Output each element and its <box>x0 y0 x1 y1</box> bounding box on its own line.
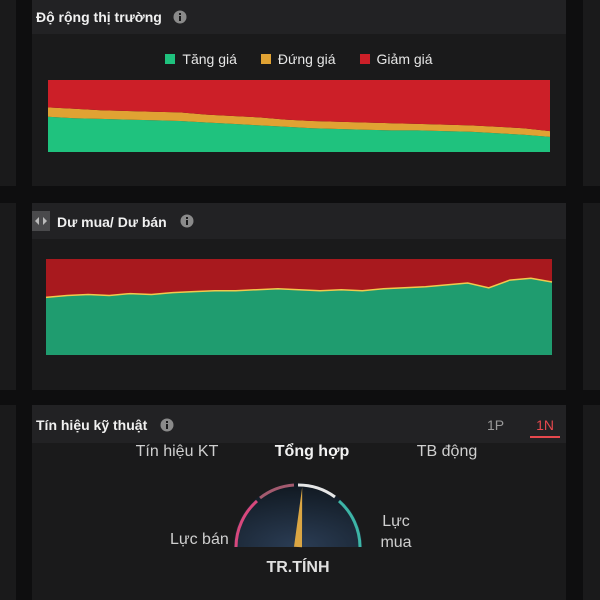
panel-title: Độ rộng thị trường <box>36 9 162 25</box>
legend-swatch <box>165 54 176 64</box>
panel-header <box>32 0 566 34</box>
sell-label: Lực bán <box>170 531 229 548</box>
area <box>46 278 552 355</box>
area <box>48 116 550 152</box>
signal-tab[interactable]: Tổng hợp <box>274 443 350 460</box>
info-icon[interactable] <box>180 214 194 228</box>
area <box>48 80 550 132</box>
signal-panel: Tín hiệu kỹ thuật 1P 1N Tín hiệu KT Tổng h… <box>32 405 566 600</box>
legend-item: Đứng giá <box>260 50 336 68</box>
period-tab[interactable]: 1P <box>486 417 505 433</box>
panel-title: Dư mua/ Dư bán <box>57 214 167 230</box>
panel-header <box>32 405 566 443</box>
collapse-icon[interactable] <box>32 211 50 231</box>
side-panel <box>0 203 16 390</box>
signal-tab[interactable]: Tín hiệu KT <box>135 443 219 460</box>
period-tab[interactable]: 1N <box>530 414 560 438</box>
boundary-line <box>45 277 553 299</box>
legend-label: Tăng giá <box>182 51 237 67</box>
legend-swatch <box>359 54 370 64</box>
buy-label: Lực mua <box>380 513 412 551</box>
area <box>46 259 552 298</box>
signal-status: TR.TÍNH <box>266 559 330 576</box>
side-panel <box>583 405 600 600</box>
side-panel <box>0 0 16 186</box>
period-tabs: 1P 1N <box>481 414 560 438</box>
legend-item: Giảm giá <box>359 50 433 68</box>
legend-swatch <box>260 54 271 64</box>
info-icon[interactable] <box>160 418 174 432</box>
legend-item: Tăng giá <box>165 50 237 68</box>
legend-label: Đứng giá <box>277 51 336 67</box>
area <box>48 107 550 137</box>
side-panel <box>0 405 16 600</box>
panel-header <box>32 203 566 239</box>
side-panel <box>583 0 600 186</box>
legend: Tăng giá Đứng giá Giảm giá <box>32 50 566 68</box>
info-icon[interactable] <box>173 10 187 24</box>
panel-title: Tín hiệu kỹ thuật <box>36 417 148 433</box>
gauge <box>234 483 362 548</box>
signal-tabs: Tín hiệu KT Tổng hợp TB động <box>112 443 502 465</box>
balance-chart <box>45 259 553 355</box>
side-panel <box>583 203 600 390</box>
signal-tab[interactable]: TB động <box>416 443 478 460</box>
breadth-chart <box>48 80 550 152</box>
legend-label: Giảm giá <box>376 51 433 67</box>
